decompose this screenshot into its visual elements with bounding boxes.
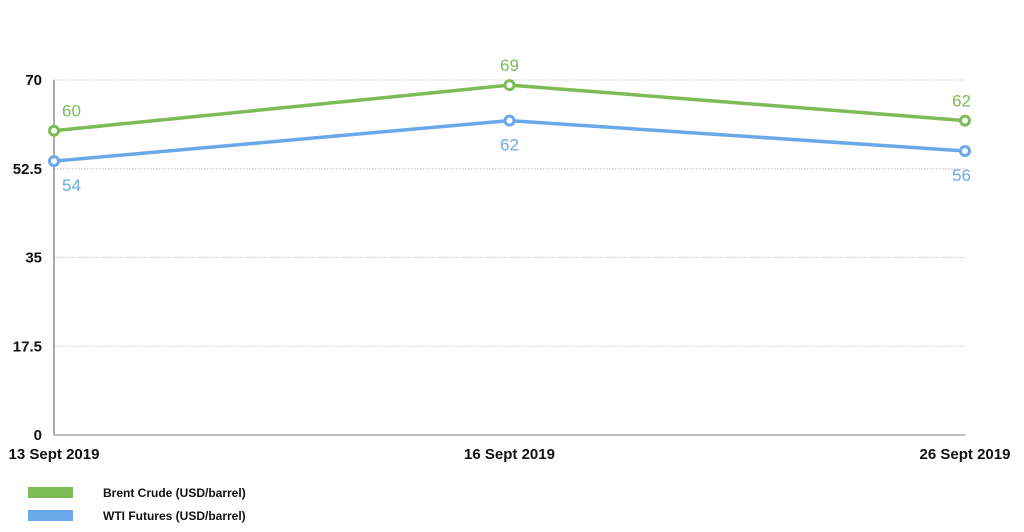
- legend-swatch-wti: [28, 510, 73, 521]
- data-point-marker[interactable]: [503, 114, 516, 127]
- data-label: 69: [500, 56, 519, 75]
- data-point-marker[interactable]: [48, 124, 60, 137]
- x-tick-label: 13 Sept 2019: [9, 446, 100, 463]
- data-label: 62: [952, 92, 971, 111]
- data-point-marker[interactable]: [959, 145, 971, 157]
- legend-item-brent: Brent Crude (USD/barrel): [28, 481, 246, 504]
- data-label: 60: [62, 102, 81, 121]
- data-label: 54: [62, 176, 81, 195]
- x-tick-label: 16 Sept 2019: [464, 446, 555, 463]
- y-tick-label: 52.5: [13, 161, 42, 178]
- line-chart: 0 17.5 35 52.5 70 13 Sept 2019 16 Sept 2019 26 …: [9, 56, 1011, 463]
- legend-swatch-brent: [28, 487, 73, 498]
- legend: Brent Crude (USD/barrel) WTI Futures (US…: [28, 481, 246, 527]
- legend-label-brent: Brent Crude (USD/barrel): [103, 485, 246, 500]
- y-tick-label: 70: [25, 72, 42, 89]
- legend-item-wti: WTI Futures (USD/barrel): [28, 504, 246, 527]
- x-tick-label: 26 Sept 2019: [920, 446, 1011, 463]
- data-label: 62: [500, 136, 519, 155]
- y-tick-label: 17.5: [13, 338, 42, 355]
- data-point-marker[interactable]: [503, 79, 516, 92]
- y-tick-label: 35: [25, 250, 42, 267]
- y-tick-label: 0: [34, 427, 42, 444]
- data-label: 56: [952, 166, 971, 185]
- data-point-marker[interactable]: [48, 155, 60, 168]
- legend-label-wti: WTI Futures (USD/barrel): [103, 508, 246, 523]
- data-point-marker[interactable]: [959, 114, 971, 127]
